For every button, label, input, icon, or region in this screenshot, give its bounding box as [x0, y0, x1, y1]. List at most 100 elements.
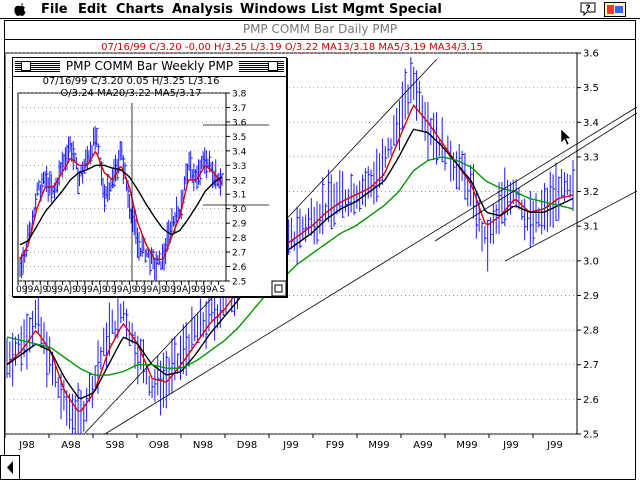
x-tick-label: D98 — [237, 440, 257, 451]
daily-window-title: PMP COMM Bar Daily PMP — [236, 22, 404, 36]
y-tick-label: 2.7 — [232, 249, 246, 259]
trendline — [434, 112, 637, 242]
y-tick-label: 2.6 — [583, 395, 599, 406]
x-tick-label: S — [219, 285, 225, 295]
moving-average-line — [6, 104, 574, 412]
x-tick-label: J9 — [187, 285, 197, 295]
x-tick-label: M99 — [368, 440, 389, 451]
menu-charts[interactable]: Charts — [116, 2, 164, 17]
x-tick-label: A — [33, 285, 40, 295]
daily-chart[interactable]: 3.6 3.5 3.4 3.3 3.2 3.1 3.0 2.9 2.8 2.7 2.6 2.5 J98 A… — [5, 21, 637, 481]
y-tick-label: 3.5 — [583, 83, 599, 94]
scroll-left-icon[interactable] — [0, 455, 20, 480]
x-tick-label: 09 — [194, 285, 206, 295]
x-tick-label: J9 — [202, 285, 212, 295]
y-tick-label: 2.7 — [583, 360, 599, 371]
y-tick-label: 2.9 — [583, 291, 599, 302]
menu-file[interactable]: File — [41, 2, 68, 17]
x-tick-label: N98 — [193, 440, 213, 451]
x-tick-label: A — [152, 285, 159, 295]
x-tick-label: J99 — [546, 440, 563, 451]
y-tick-label: 3.1 — [583, 222, 599, 233]
x-tick-label: 09 — [75, 285, 87, 295]
y-tick-label: 2.9 — [232, 220, 247, 230]
x-tick-label: A — [123, 285, 130, 295]
y-tick-label: 3.0 — [232, 205, 247, 215]
weekly-info-line-1: 07/16/99 C/3.20 0.05 H/3.25 L/3.16 — [42, 76, 220, 87]
x-tick-label: A98 — [61, 440, 81, 451]
x-tick-label: 09 — [135, 285, 147, 295]
x-tick-label: A — [212, 285, 219, 295]
y-tick-label: 3.4 — [583, 118, 599, 129]
x-tick-label: J99 — [282, 440, 299, 451]
x-tick-label: J9 — [173, 285, 183, 295]
menu-special[interactable]: Special — [389, 2, 442, 17]
x-tick-label: J98 — [18, 440, 35, 451]
svg-text:?: ? — [585, 4, 590, 14]
x-tick-label: J9 — [98, 285, 108, 295]
moving-average-line — [6, 128, 574, 400]
y-tick-label: 3.7 — [232, 104, 246, 114]
zoom-box-icon[interactable] — [268, 61, 278, 71]
x-tick-label: O98 — [149, 440, 170, 451]
x-tick-label: 09 — [165, 285, 177, 295]
close-box-icon[interactable] — [21, 61, 31, 71]
y-tick-label: 3.3 — [583, 152, 599, 163]
daily-window-titlebar[interactable]: PMP COMM Bar Daily PMP — [5, 21, 635, 40]
daily-info-line: 07/16/99 C/3.20 -0.00 H/3.25 L/3.19 O/3.… — [101, 42, 483, 53]
weekly-window-titlebar[interactable]: PMP COMM Bar Weekly PMP — [13, 58, 286, 77]
y-tick-label: 2.6 — [232, 263, 247, 273]
grow-box-icon — [271, 280, 287, 297]
menu-windows[interactable]: Windows — [240, 2, 307, 17]
y-tick-label: 3.4 — [232, 147, 247, 157]
y-tick-label: 3.1 — [232, 191, 246, 201]
x-tick-label: 09 — [105, 285, 117, 295]
menu-edit[interactable]: Edit — [78, 2, 107, 17]
menu-bar: File Edit Charts Analysis Windows List M… — [0, 0, 640, 19]
y-tick-label: 3.0 — [583, 256, 599, 267]
x-tick-label: J9 — [128, 285, 138, 295]
y-tick-label: 2.5 — [232, 278, 246, 288]
trendline — [104, 106, 637, 435]
plot-frame — [5, 52, 578, 435]
x-tick-label: A99 — [413, 440, 433, 451]
mouse-cursor-icon — [560, 128, 572, 146]
moving-average-line — [6, 156, 574, 376]
y-tick-label: 2.8 — [232, 234, 247, 244]
moving-average-line — [19, 150, 223, 261]
x-tick-label: J9 — [54, 285, 64, 295]
x-tick-label: J9 — [24, 285, 34, 295]
x-tick-label: J9 — [158, 285, 168, 295]
x-tick-label: J9 — [69, 285, 79, 295]
x-tick-label: J99 — [502, 440, 519, 451]
menu-analysis[interactable]: Analysis — [172, 2, 233, 17]
x-tick-label: J9 — [113, 285, 123, 295]
weekly-window-title: PMP COMM Bar Weekly PMP — [59, 59, 240, 73]
x-tick-label: J9 — [39, 285, 49, 295]
menu-list-mgmt[interactable]: List Mgmt — [311, 2, 385, 17]
x-tick-label: S98 — [105, 440, 124, 451]
application-menu-icon[interactable] — [604, 2, 626, 17]
trendline — [504, 190, 637, 262]
y-tick-label: 3.6 — [232, 118, 247, 128]
x-tick-label: J9 — [143, 285, 153, 295]
y-tick-label: 3.3 — [232, 162, 246, 172]
x-tick-label: F99 — [326, 440, 344, 451]
x-tick-label: A — [93, 285, 100, 295]
y-tick-label: 3.6 — [583, 49, 599, 60]
y-tick-label: 2.5 — [583, 430, 599, 441]
x-tick-label: A — [182, 285, 189, 295]
y-tick-label: 3.2 — [583, 187, 599, 198]
x-tick-label: M99 — [456, 440, 477, 451]
x-tick-label: 09 — [46, 285, 58, 295]
weekly-chart[interactable]: 3.8 3.7 3.6 3.5 3.4 3.3 3.2 3.1 3.0 2.9 2.8 2.7 2.6 2… — [13, 58, 288, 298]
grow-box-inner — [274, 284, 283, 293]
balloon-help-icon[interactable]: ? — [580, 2, 596, 17]
moving-average-line — [19, 164, 223, 246]
x-tick-label: J9 — [83, 285, 93, 295]
apple-menu-icon[interactable] — [12, 2, 28, 17]
x-tick-label: A — [63, 285, 70, 295]
y-tick-label: 3.8 — [232, 90, 247, 100]
x-tick-label: 09 — [16, 285, 28, 295]
weekly-chart-window[interactable]: PMP COMM Bar Weekly PMP 07/16/99 C/3.20 … — [12, 57, 287, 297]
